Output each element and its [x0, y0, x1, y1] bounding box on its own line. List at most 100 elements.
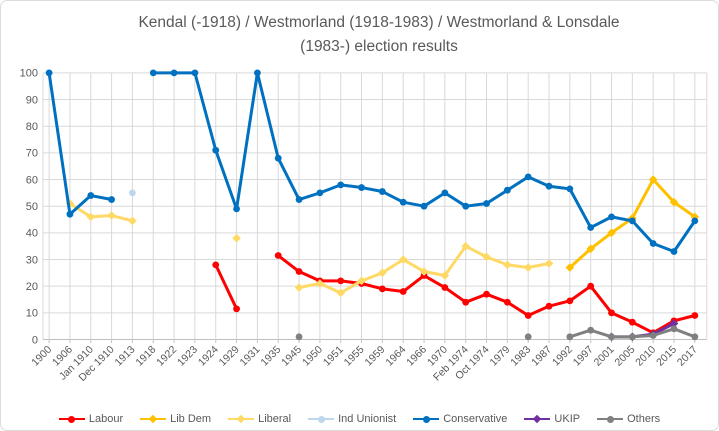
data-point-labour — [545, 302, 553, 310]
data-point-labour — [587, 282, 595, 290]
data-point-others — [587, 326, 595, 334]
data-point-conservative — [358, 184, 365, 191]
data-point-conservative — [254, 69, 261, 77]
data-point-others — [524, 333, 532, 341]
data-point-conservative — [503, 186, 511, 194]
series-line-labour — [214, 263, 239, 311]
data-point-liberal — [315, 279, 325, 288]
x-axis-tick-label: 1966 — [404, 344, 429, 369]
legend-marker-conservative — [413, 415, 440, 424]
x-axis-tick-label: 1924 — [196, 344, 221, 369]
x-axis-tick-label: 1959 — [362, 344, 387, 369]
data-point-labour — [399, 288, 407, 295]
legend-label-lib-dem: Lib Dem — [170, 413, 212, 425]
x-axis-tick-label: 1913 — [113, 344, 138, 369]
data-point-labour — [483, 290, 490, 298]
data-point-liberal — [461, 241, 470, 251]
series-line-conservative — [47, 71, 114, 216]
y-axis-tick-label: 40 — [26, 228, 38, 240]
x-axis-tick-label: 2017 — [675, 344, 700, 369]
legend-label-others: Others — [627, 413, 661, 425]
data-point-conservative — [316, 189, 324, 197]
data-point-lib-dem — [586, 244, 595, 254]
data-point-conservative — [212, 146, 220, 154]
x-axis-tick-label: 1992 — [550, 344, 575, 369]
series-conservative — [45, 69, 699, 255]
data-point-conservative — [337, 181, 345, 189]
data-point-conservative — [149, 69, 157, 77]
data-point-conservative — [170, 69, 178, 77]
data-point-labour — [691, 312, 699, 319]
data-point-others — [691, 333, 699, 341]
data-point-conservative — [274, 154, 282, 162]
x-axis-tick-label: 2001 — [592, 344, 617, 369]
chart-title-line2: (1983-) election results — [300, 38, 458, 55]
legend-label-liberal: Liberal — [258, 413, 292, 425]
data-point-conservative — [545, 182, 553, 190]
data-point-labour — [378, 285, 386, 293]
data-point-conservative — [462, 202, 470, 210]
data-point-conservative — [441, 189, 449, 197]
y-axis-tick-label: 70 — [26, 148, 38, 160]
data-point-labour — [233, 305, 240, 313]
data-point-others — [295, 333, 303, 341]
data-point-others — [608, 333, 615, 341]
data-point-labour — [608, 309, 615, 317]
legend-marker-labour — [58, 415, 85, 424]
y-axis-tick-label: 10 — [26, 308, 38, 320]
legend-item-ukip: UKIP — [524, 413, 580, 425]
series-labour — [212, 252, 699, 337]
data-point-labour — [441, 284, 449, 291]
data-point-ind-unionist — [129, 189, 136, 197]
data-point-conservative — [628, 217, 636, 225]
data-point-lib-dem — [648, 175, 658, 184]
x-axis-tick-label: 1935 — [258, 344, 283, 369]
data-point-labour — [566, 297, 574, 305]
y-axis-tick-label: 20 — [26, 281, 38, 293]
data-point-liberal — [107, 211, 116, 220]
data-point-conservative — [87, 192, 95, 199]
x-axis-tick-label: 1923 — [175, 344, 200, 369]
data-point-conservative — [191, 69, 199, 77]
data-point-conservative — [691, 217, 699, 225]
data-point-liberal — [232, 233, 241, 243]
y-axis-tick-label: 50 — [26, 201, 38, 213]
data-point-labour — [524, 312, 532, 319]
x-axis-tick-label: 1997 — [571, 344, 596, 369]
data-point-liberal — [357, 276, 366, 286]
data-point-conservative — [587, 224, 595, 231]
data-point-lib-dem — [669, 197, 679, 207]
data-point-conservative — [420, 202, 428, 210]
grid-lines — [42, 72, 708, 340]
legend-label-ukip: UKIP — [554, 413, 581, 425]
data-point-others — [670, 325, 678, 333]
data-point-liberal — [336, 288, 346, 298]
legend-item-liberal: Liberal — [228, 413, 291, 425]
data-point-conservative — [295, 196, 303, 203]
data-point-conservative — [66, 210, 74, 218]
legend-marker-ind-unionist — [308, 415, 335, 424]
data-point-labour — [462, 298, 470, 306]
data-point-conservative — [566, 185, 574, 193]
data-point-liberal — [503, 260, 512, 270]
legend-item-ind-unionist: Ind Unionist — [308, 413, 396, 425]
data-point-conservative — [608, 213, 615, 221]
data-point-liberal — [440, 271, 450, 280]
data-point-labour — [503, 298, 511, 306]
x-axis-tick-label: 1983 — [508, 344, 533, 369]
series-line-liberal — [68, 202, 134, 223]
data-point-liberal — [544, 259, 554, 268]
y-axis-tick-label: 60 — [26, 174, 38, 186]
x-axis-tick-label: 1955 — [342, 344, 367, 369]
data-point-conservative — [45, 69, 53, 77]
data-point-conservative — [108, 196, 115, 203]
y-axis-tick-label: 80 — [26, 121, 38, 133]
legend-item-labour: Labour — [58, 413, 123, 425]
chart-legend: Labour Lib Dem Liberal Ind Unionist Conserva… — [1, 413, 718, 425]
y-axis-tick-label: 100 — [20, 68, 38, 80]
series-others — [295, 325, 699, 341]
data-point-liberal — [86, 212, 96, 222]
x-axis-tick-label: 1945 — [279, 344, 304, 369]
